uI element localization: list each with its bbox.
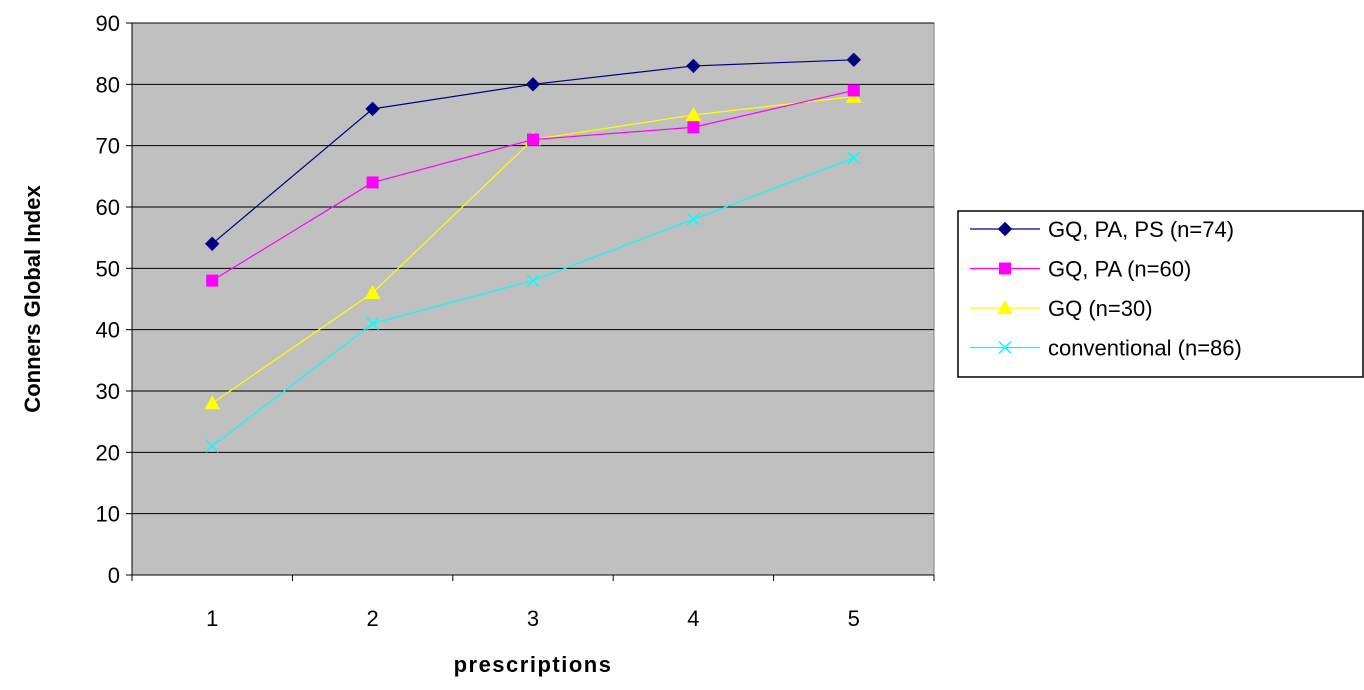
legend-item: GQ, PA, PS (n=74) xyxy=(970,217,1234,242)
data-point xyxy=(526,274,540,288)
gridlines xyxy=(132,22,934,515)
y-tick-label: 80 xyxy=(96,72,120,97)
legend-item: GQ (n=30) xyxy=(970,296,1153,321)
y-tick-label: 30 xyxy=(96,379,120,404)
y-axis-title: Conners Global Index xyxy=(20,185,45,413)
legend-swatch-marker xyxy=(999,262,1011,275)
data-point xyxy=(525,77,541,92)
axes xyxy=(126,22,935,581)
y-tick-label: 0 xyxy=(108,563,120,588)
data-point xyxy=(847,84,860,97)
data-point xyxy=(205,439,219,453)
data-point xyxy=(686,58,701,74)
legend-label: GQ, PA, PS (n=74) xyxy=(1048,217,1234,242)
x-tick-label: 3 xyxy=(527,606,539,631)
y-tick-label: 90 xyxy=(96,11,120,36)
legend-swatch-marker xyxy=(997,299,1013,315)
data-point xyxy=(847,151,861,165)
y-tick-label: 20 xyxy=(96,440,120,465)
data-point xyxy=(846,52,862,68)
data-point xyxy=(687,121,700,134)
legend-swatch-marker xyxy=(997,221,1013,237)
series-4 xyxy=(205,151,861,453)
data-point xyxy=(206,274,219,287)
data-point xyxy=(365,101,380,117)
data-point xyxy=(685,106,702,122)
data-point xyxy=(204,236,220,252)
plot-area xyxy=(131,22,935,576)
y-tick-label: 40 xyxy=(96,318,120,343)
series-2 xyxy=(206,84,860,287)
legend-box xyxy=(957,210,1364,378)
y-tick-label: 50 xyxy=(96,256,120,281)
x-tick-label: 2 xyxy=(366,606,378,631)
data-point xyxy=(527,133,539,146)
legend-swatch-marker xyxy=(998,340,1012,355)
y-tick-label: 70 xyxy=(96,134,120,159)
y-tick-label: 60 xyxy=(96,195,120,220)
x-tick-label: 5 xyxy=(848,606,860,631)
legend: GQ, PA, PS (n=74) GQ, PA (n=60) GQ (n=30) c… xyxy=(957,210,1364,378)
data-point xyxy=(366,176,379,189)
x-tick-label: 4 xyxy=(687,606,699,631)
legend-label: conventional (n=86) xyxy=(1048,336,1242,361)
legend-label: GQ (n=30) xyxy=(1048,296,1153,321)
data-point xyxy=(204,395,221,410)
data-point xyxy=(366,317,380,331)
data-point xyxy=(364,284,381,299)
series-1 xyxy=(204,52,862,252)
x-tick-label: 1 xyxy=(206,606,218,631)
legend-item: GQ, PA (n=60) xyxy=(970,257,1191,282)
y-tick-label: 10 xyxy=(96,502,120,527)
tick-labels: 0 10 20 30 40 50 60 70 80 90 1 2 3 4 5 xyxy=(96,11,860,631)
x-axis-title: prescriptions xyxy=(454,652,613,677)
legend-label: GQ, PA (n=60) xyxy=(1048,257,1191,282)
data-point xyxy=(686,212,700,226)
series-lines xyxy=(204,52,862,453)
legend-item: conventional (n=86) xyxy=(970,336,1242,361)
